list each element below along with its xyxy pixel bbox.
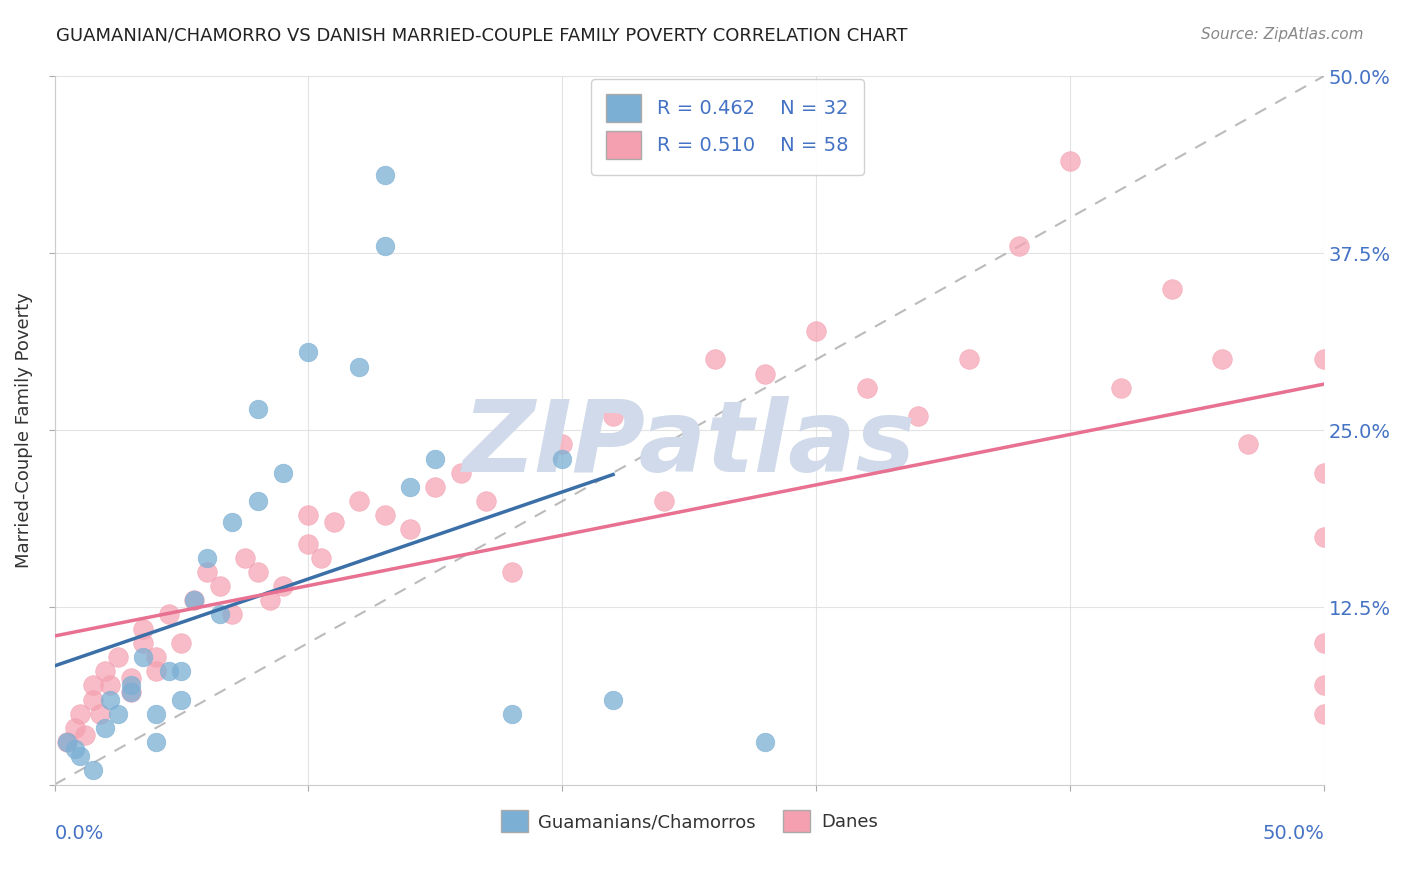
Point: [297, 508, 319, 523]
Point: [374, 168, 396, 182]
Point: [754, 735, 776, 749]
Point: [754, 367, 776, 381]
Point: [107, 650, 129, 665]
Point: [1313, 352, 1336, 367]
Point: [100, 692, 122, 706]
Point: [856, 381, 879, 395]
Point: [501, 706, 523, 721]
Point: [63, 742, 86, 756]
Point: [907, 409, 929, 423]
Point: [347, 359, 370, 374]
Point: [259, 593, 281, 607]
Point: [233, 550, 256, 565]
Point: [100, 678, 122, 692]
Point: [145, 650, 167, 665]
Point: [1313, 530, 1336, 544]
Point: [221, 607, 243, 622]
Point: [183, 593, 205, 607]
Point: [56, 735, 79, 749]
Point: [602, 692, 624, 706]
Point: [157, 607, 180, 622]
Point: [145, 735, 167, 749]
Point: [652, 494, 675, 508]
Point: [347, 494, 370, 508]
Point: [1211, 352, 1233, 367]
Point: [120, 678, 142, 692]
Point: [551, 437, 574, 451]
Point: [246, 565, 269, 579]
Text: 0.0%: 0.0%: [55, 823, 104, 843]
Point: [183, 593, 205, 607]
Point: [271, 579, 294, 593]
Point: [1109, 381, 1132, 395]
Point: [1313, 636, 1336, 650]
Point: [89, 706, 111, 721]
Legend: Guamanians/Chamorros, Danes: Guamanians/Chamorros, Danes: [494, 803, 886, 839]
Point: [107, 706, 129, 721]
Point: [132, 650, 155, 665]
Point: [170, 664, 193, 678]
Point: [195, 565, 218, 579]
Point: [246, 494, 269, 508]
Point: [208, 579, 231, 593]
Point: [1160, 282, 1182, 296]
Point: [374, 508, 396, 523]
Point: [157, 664, 180, 678]
Point: [297, 536, 319, 550]
Point: [82, 678, 104, 692]
Point: [957, 352, 980, 367]
Point: [82, 764, 104, 778]
Point: [170, 692, 193, 706]
Point: [56, 735, 79, 749]
Point: [120, 685, 142, 699]
Point: [94, 664, 117, 678]
Point: [73, 728, 96, 742]
Point: [425, 451, 447, 466]
Point: [145, 664, 167, 678]
Text: ZIPatlas: ZIPatlas: [463, 396, 915, 493]
Point: [69, 749, 91, 764]
Point: [1237, 437, 1260, 451]
Y-axis label: Married-Couple Family Poverty: Married-Couple Family Poverty: [15, 293, 32, 568]
Point: [806, 324, 828, 338]
Point: [82, 692, 104, 706]
Point: [1008, 239, 1031, 253]
Point: [1059, 154, 1081, 169]
Point: [132, 636, 155, 650]
Point: [374, 239, 396, 253]
Point: [1313, 678, 1336, 692]
Point: [195, 550, 218, 565]
Text: Source: ZipAtlas.com: Source: ZipAtlas.com: [1201, 27, 1364, 42]
Point: [501, 565, 523, 579]
Text: GUAMANIAN/CHAMORRO VS DANISH MARRIED-COUPLE FAMILY POVERTY CORRELATION CHART: GUAMANIAN/CHAMORRO VS DANISH MARRIED-COU…: [56, 27, 908, 45]
Point: [208, 607, 231, 622]
Point: [425, 480, 447, 494]
Point: [399, 523, 422, 537]
Point: [271, 466, 294, 480]
Point: [132, 622, 155, 636]
Point: [475, 494, 498, 508]
Point: [69, 706, 91, 721]
Point: [145, 706, 167, 721]
Point: [1313, 706, 1336, 721]
Point: [297, 345, 319, 359]
Point: [399, 480, 422, 494]
Point: [322, 516, 344, 530]
Text: 50.0%: 50.0%: [1263, 823, 1324, 843]
Point: [1313, 466, 1336, 480]
Point: [703, 352, 725, 367]
Point: [94, 721, 117, 735]
Point: [120, 671, 142, 685]
Point: [246, 402, 269, 417]
Point: [170, 636, 193, 650]
Point: [120, 685, 142, 699]
Point: [63, 721, 86, 735]
Point: [309, 550, 332, 565]
Point: [450, 466, 472, 480]
Point: [551, 451, 574, 466]
Point: [602, 409, 624, 423]
Point: [221, 516, 243, 530]
